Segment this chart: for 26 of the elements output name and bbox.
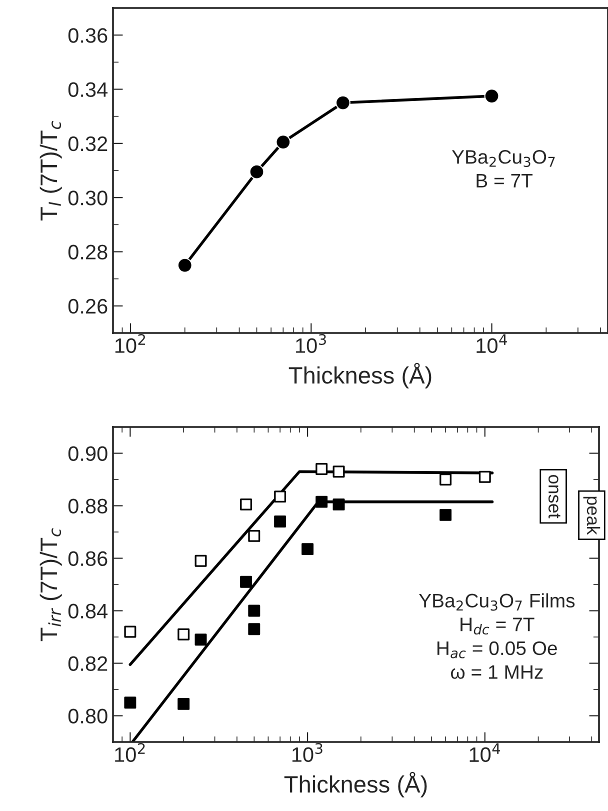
x-tick-label: 10$^{4}$ [476, 334, 507, 354]
y-tick-label: 0.86 [68, 551, 108, 566]
y-tick-label: 0.34 [68, 82, 108, 98]
y-tick-label: 0.84 [68, 604, 108, 619]
y-axis-title: T$_{irr}$ (7T)/T$_{c}$ [40, 528, 62, 642]
x-tick-label: 10$^{3}$ [292, 743, 322, 762]
y-tick-label: 0.26 [68, 298, 108, 314]
y-tick-label: 0.80 [68, 708, 108, 724]
x-tick-label: 10$^{3}$ [296, 334, 326, 354]
x-tick-label: 10$^{4}$ [470, 743, 500, 762]
annotation: peak [583, 496, 600, 535]
y-tick-label: 0.88 [68, 498, 108, 514]
y-tick-label: 0.28 [68, 244, 108, 260]
y-tick-label: 0.30 [68, 190, 108, 206]
text: YBa$_{2}$Cu$_{3}$O$_{7}$ B = 7T [452, 150, 555, 188]
x-axis-title: Thickness (Å) [284, 772, 427, 798]
x-tick-label: 10$^{2}$ [115, 743, 145, 762]
y-axis-title: T$_{I}$ (7T)/T$_{c}$ [40, 120, 62, 220]
y-tick-label: 0.90 [68, 446, 108, 462]
annotation: onset [548, 474, 560, 518]
y-tick-label: 0.82 [68, 656, 108, 672]
y-tick-label: 0.36 [68, 28, 108, 43]
x-tick-label: 10$^{2}$ [115, 334, 146, 354]
text: YBa$_{2}$Cu$_{3}$O$_{7}$ Films H$_{dc}$ = 7T H$_{ac}$ = 0.05 Oe ω = 1 MHz [419, 593, 575, 679]
y-tick-label: 0.32 [68, 136, 108, 152]
x-axis-title: Thickness (Å) [288, 362, 432, 388]
